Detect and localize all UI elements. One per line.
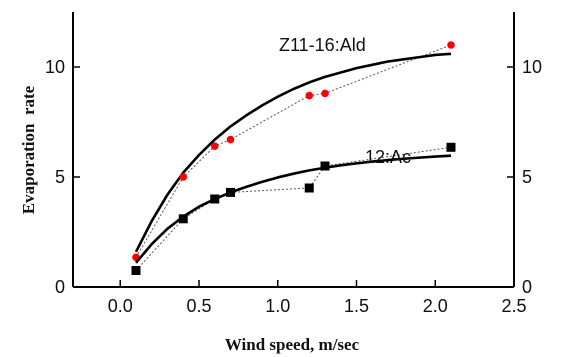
y-axis-title: Evaporation rate bbox=[19, 85, 38, 214]
data-point-z11-16-ald bbox=[305, 91, 314, 100]
x-tick-label: 1.0 bbox=[265, 296, 290, 316]
data-point-12-ac bbox=[320, 161, 330, 171]
data-point-z11-16-ald bbox=[321, 89, 329, 98]
data-point-z11-16-ald bbox=[210, 142, 219, 150]
x-tick-label: 0.5 bbox=[186, 296, 211, 316]
data-point-z11-16-ald bbox=[447, 41, 455, 49]
right-y-tick-label: 10 bbox=[522, 57, 542, 77]
series-layer bbox=[131, 41, 456, 275]
left-y-tick-label: 5 bbox=[55, 167, 65, 187]
series-label-z11-16-ald: Z11-16:Ald bbox=[279, 35, 366, 55]
data-point-12-ac bbox=[304, 183, 314, 193]
x-tick-label: 2.5 bbox=[501, 296, 526, 316]
ticks-layer: 0.0 0.5 1.0 1.5 2.0 2.50 05 510 10 bbox=[45, 57, 542, 316]
data-point-12-ac bbox=[131, 266, 141, 275]
x-tick-label: 0.0 bbox=[108, 296, 133, 316]
left-y-tick-label: 10 bbox=[45, 57, 65, 77]
data-point-12-ac bbox=[210, 194, 220, 204]
x-axis-title: Wind speed, m/sec bbox=[225, 335, 360, 354]
right-y-tick-label: 0 bbox=[522, 277, 532, 297]
x-tick-label: 1.5 bbox=[344, 296, 369, 316]
data-point-z11-16-ald bbox=[179, 173, 188, 181]
left-y-tick-label: 0 bbox=[55, 277, 65, 297]
right-y-tick-label: 5 bbox=[522, 167, 532, 187]
x-tick-label: 2.0 bbox=[423, 296, 448, 316]
fit-curve-12-ac bbox=[135, 154, 452, 264]
fit-curve-z11-16-ald bbox=[134, 52, 452, 253]
data-point-12-ac bbox=[226, 187, 235, 197]
data-point-12-ac bbox=[178, 214, 188, 224]
series-label-12-ac: 12:Ac bbox=[365, 147, 411, 167]
data-point-12-ac bbox=[446, 142, 456, 152]
data-point-z11-16-ald bbox=[226, 135, 235, 144]
